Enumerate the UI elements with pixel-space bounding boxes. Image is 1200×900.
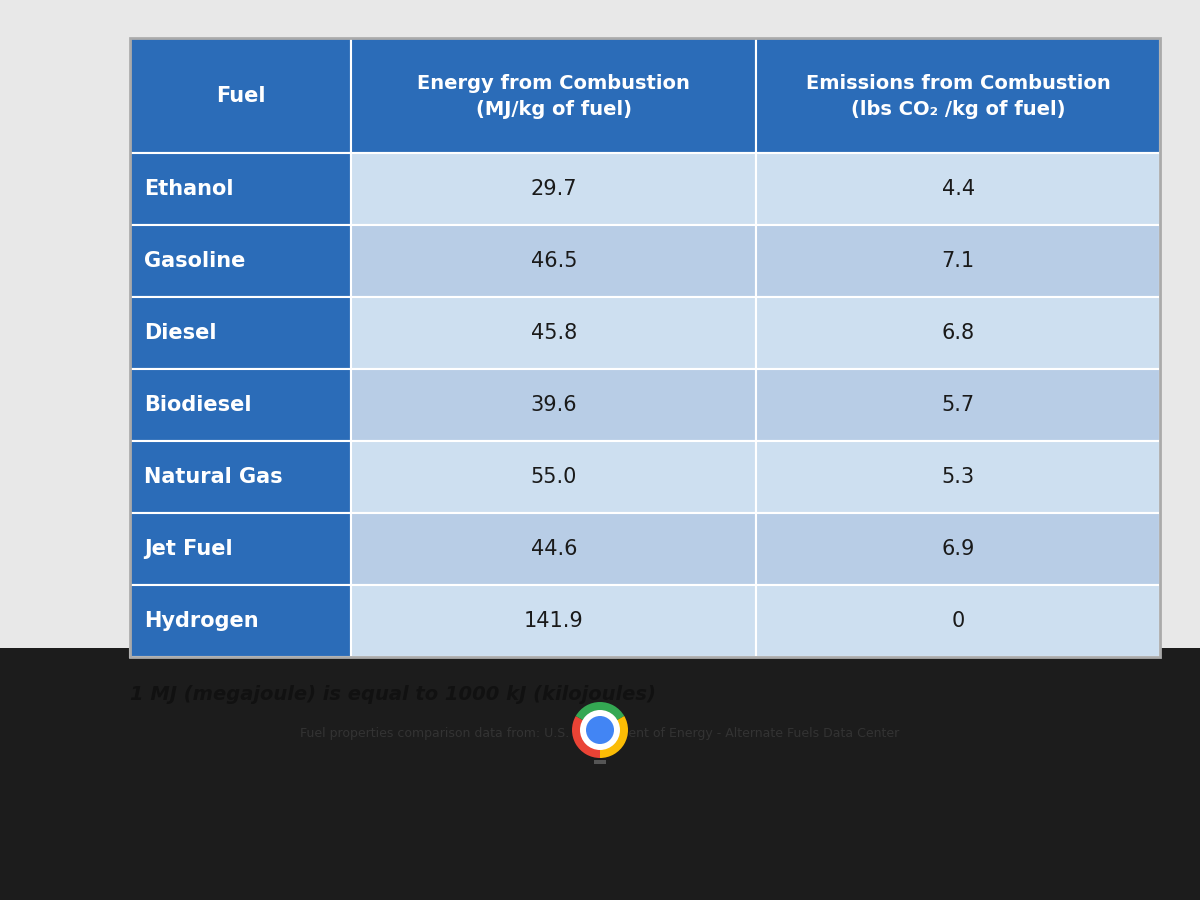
Text: Fuel properties comparison data from: U.S. Department of Energy - Alternate Fuel: Fuel properties comparison data from: U.…	[300, 727, 900, 740]
Text: Natural Gas: Natural Gas	[144, 467, 283, 487]
Text: 44.6: 44.6	[530, 539, 577, 559]
Text: Gasoline: Gasoline	[144, 251, 245, 271]
Text: 46.5: 46.5	[530, 251, 577, 271]
FancyBboxPatch shape	[756, 369, 1160, 441]
Text: Energy from Combustion: Energy from Combustion	[418, 74, 690, 93]
Text: 141.9: 141.9	[524, 611, 583, 631]
Text: (lbs CO₂ /kg of fuel): (lbs CO₂ /kg of fuel)	[851, 100, 1066, 119]
Text: Emissions from Combustion: Emissions from Combustion	[805, 74, 1110, 93]
FancyBboxPatch shape	[130, 153, 352, 225]
FancyBboxPatch shape	[352, 369, 756, 441]
Text: Fuel: Fuel	[216, 86, 265, 105]
Text: Ethanol: Ethanol	[144, 179, 234, 199]
FancyBboxPatch shape	[352, 225, 756, 297]
Wedge shape	[600, 716, 628, 758]
FancyBboxPatch shape	[130, 297, 352, 369]
Text: 7.1: 7.1	[942, 251, 974, 271]
Wedge shape	[576, 702, 624, 730]
FancyBboxPatch shape	[352, 441, 756, 513]
Text: 5.3: 5.3	[942, 467, 974, 487]
Wedge shape	[572, 716, 600, 758]
Text: Jet Fuel: Jet Fuel	[144, 539, 233, 559]
FancyBboxPatch shape	[352, 297, 756, 369]
FancyBboxPatch shape	[594, 760, 606, 764]
Text: Hydrogen: Hydrogen	[144, 611, 259, 631]
FancyBboxPatch shape	[756, 513, 1160, 585]
Circle shape	[580, 710, 620, 750]
Text: Biodiesel: Biodiesel	[144, 395, 252, 415]
Text: 5.7: 5.7	[942, 395, 974, 415]
FancyBboxPatch shape	[130, 441, 352, 513]
FancyBboxPatch shape	[352, 153, 756, 225]
Text: 1 MJ (megajoule) is equal to 1000 kJ (kilojoules): 1 MJ (megajoule) is equal to 1000 kJ (ki…	[130, 685, 656, 704]
Text: 6.9: 6.9	[942, 539, 974, 559]
Text: 4.4: 4.4	[942, 179, 974, 199]
Text: 55.0: 55.0	[530, 467, 577, 487]
FancyBboxPatch shape	[756, 441, 1160, 513]
FancyBboxPatch shape	[756, 38, 1160, 153]
Text: 45.8: 45.8	[530, 323, 577, 343]
FancyBboxPatch shape	[130, 225, 352, 297]
FancyBboxPatch shape	[352, 513, 756, 585]
FancyBboxPatch shape	[352, 585, 756, 657]
Text: Diesel: Diesel	[144, 323, 216, 343]
FancyBboxPatch shape	[756, 585, 1160, 657]
FancyBboxPatch shape	[130, 38, 352, 153]
FancyBboxPatch shape	[756, 225, 1160, 297]
FancyBboxPatch shape	[756, 153, 1160, 225]
FancyBboxPatch shape	[0, 648, 1200, 900]
Text: 0: 0	[952, 611, 965, 631]
FancyBboxPatch shape	[352, 38, 756, 153]
FancyBboxPatch shape	[756, 297, 1160, 369]
Text: 29.7: 29.7	[530, 179, 577, 199]
FancyBboxPatch shape	[130, 369, 352, 441]
FancyBboxPatch shape	[130, 585, 352, 657]
Text: (MJ/kg of fuel): (MJ/kg of fuel)	[476, 100, 632, 119]
FancyBboxPatch shape	[130, 513, 352, 585]
Text: 6.8: 6.8	[942, 323, 974, 343]
Text: 39.6: 39.6	[530, 395, 577, 415]
Circle shape	[586, 716, 614, 744]
